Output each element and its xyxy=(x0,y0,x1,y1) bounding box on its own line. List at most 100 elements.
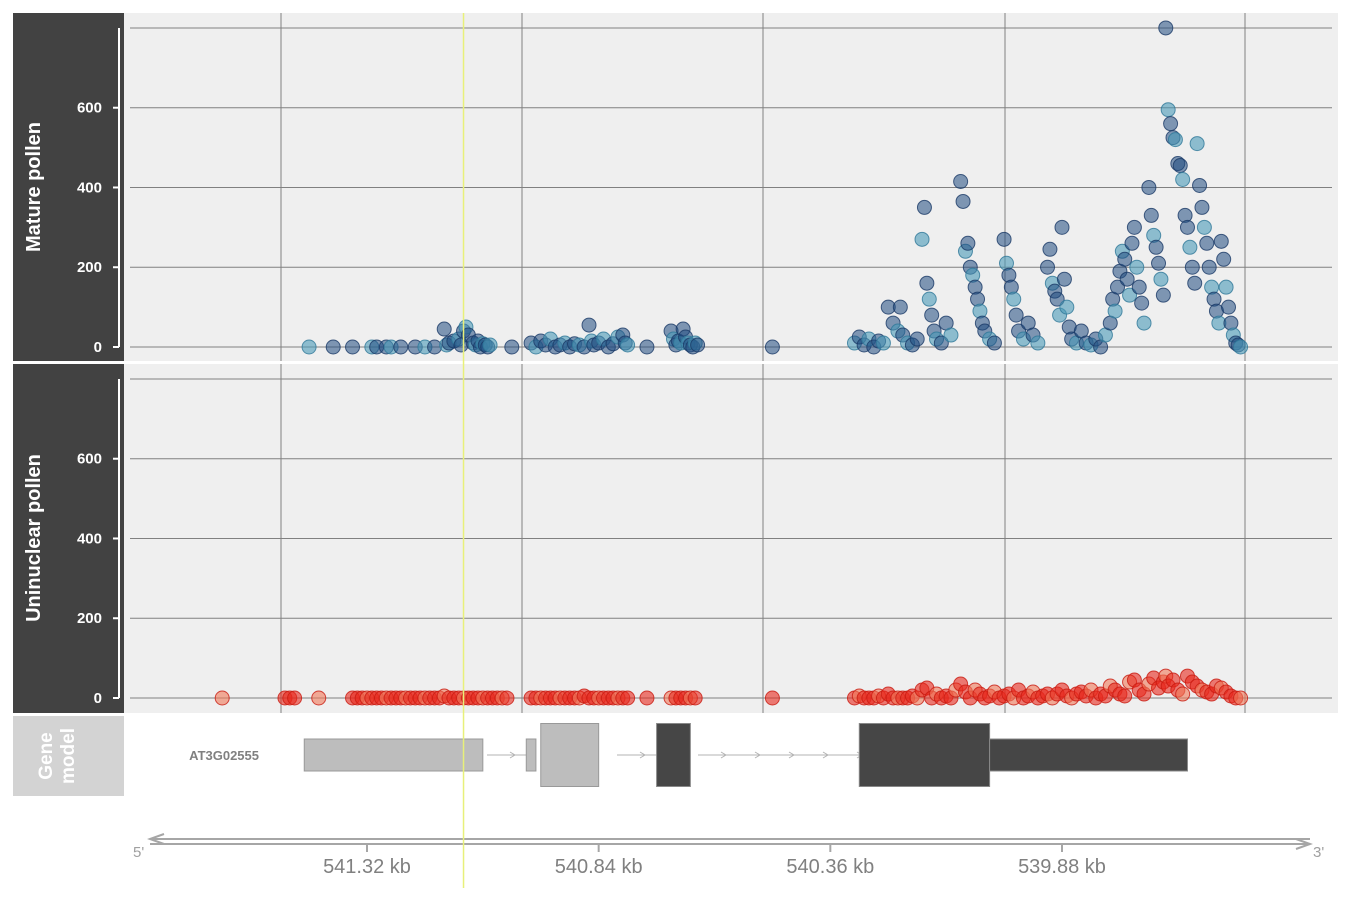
mature-pollen-point xyxy=(1163,116,1179,132)
mature-pollen-point xyxy=(1179,219,1195,235)
mature-pollen-point xyxy=(1126,219,1142,235)
mature-pollen-point xyxy=(1158,20,1174,36)
intron-arrow xyxy=(754,751,761,759)
uninuclear-pollen-point xyxy=(1175,686,1191,702)
five-prime-label: 5' xyxy=(133,844,144,861)
uninuclear-pollen-point xyxy=(311,690,327,706)
mature-pollen-point xyxy=(1194,199,1210,215)
mature-pollen-point xyxy=(1124,235,1140,251)
mature-pollen-title-panel xyxy=(13,13,124,361)
mature-pollen-point xyxy=(620,337,636,353)
y-tick-label: 0 xyxy=(94,339,102,356)
mature-pollen-point xyxy=(1196,219,1212,235)
mature-pollen-point xyxy=(986,335,1002,351)
uninuclear-pollen-point xyxy=(639,690,655,706)
mature-pollen-point xyxy=(1175,172,1191,188)
y-tick-label: 200 xyxy=(77,610,102,627)
gene-exons xyxy=(303,723,1188,787)
mature-pollen-point xyxy=(1054,219,1070,235)
mature-pollen-point xyxy=(892,299,908,315)
mature-pollen-point xyxy=(1006,291,1022,307)
y-tick-label: 400 xyxy=(77,179,102,196)
intron-arrow xyxy=(639,751,646,759)
genome-axis-left-arrowhead xyxy=(147,833,165,845)
mature-pollen-point xyxy=(960,235,976,251)
mature-pollen-point xyxy=(924,307,940,323)
mature-pollen-point xyxy=(1189,136,1205,152)
genome-axis-label: 540.36 kb xyxy=(786,856,874,878)
mature-pollen-point xyxy=(1042,241,1058,257)
mature-pollen-point xyxy=(1199,235,1215,251)
uninuclear-pollen-point xyxy=(287,690,303,706)
mature-pollen-point xyxy=(1148,239,1164,255)
noncoding-exon xyxy=(525,738,537,772)
mature-pollen-point xyxy=(953,173,969,189)
mature-pollen-point xyxy=(1110,279,1126,295)
mature-pollen-point xyxy=(1040,259,1056,275)
uninuclear-pollen-track: Uninuclear pollen 0 200 400 600 xyxy=(13,364,1338,713)
uninuclear-pollen-point xyxy=(764,690,780,706)
mature-pollen-point xyxy=(1184,259,1200,275)
three-prime-label: 3' xyxy=(1313,844,1324,861)
mature-pollen-point xyxy=(393,339,409,355)
genome-axis-ticks: 541.32 kb 540.84 kb 540.36 kb 539.88 kb xyxy=(323,844,1106,878)
uninuclear-pollen-point xyxy=(620,690,636,706)
mature-pollen-point xyxy=(504,339,520,355)
mature-pollen-point xyxy=(1136,315,1152,331)
mature-pollen-y-ticks: 0 200 400 600 xyxy=(77,100,119,356)
mature-pollen-point xyxy=(1187,275,1203,291)
gene-model-title-line2: model xyxy=(58,728,79,784)
mature-pollen-point xyxy=(325,339,341,355)
y-tick-label: 600 xyxy=(77,100,102,117)
y-tick-label: 400 xyxy=(77,530,102,547)
mature-pollen-point xyxy=(1221,299,1237,315)
mature-pollen-point xyxy=(1030,335,1046,351)
mature-pollen-point xyxy=(1119,271,1135,287)
mature-pollen-point xyxy=(1160,102,1176,118)
mature-pollen-point xyxy=(1201,259,1217,275)
mature-pollen-point xyxy=(1049,291,1065,307)
mature-pollen-point xyxy=(581,317,597,333)
mature-pollen-point xyxy=(1213,233,1229,249)
genome-axis-right-arrowhead xyxy=(1295,838,1313,850)
y-tick-label: 600 xyxy=(77,451,102,468)
mature-pollen-point xyxy=(1122,287,1138,303)
mature-pollen-point xyxy=(1153,271,1169,287)
mature-pollen-point xyxy=(1008,307,1024,323)
intron-arrow xyxy=(509,751,516,759)
mature-pollen-point xyxy=(875,335,891,351)
gene-model-title-panel xyxy=(13,716,124,796)
genome-axis: 5' 3' 541.32 kb 540.84 kb 540.36 kb 539.88 … xyxy=(133,833,1324,878)
mature-pollen-title: Mature pollen xyxy=(23,122,45,252)
mature-pollen-point xyxy=(1056,271,1072,287)
intron-arrow xyxy=(788,751,795,759)
mature-pollen-point xyxy=(1134,295,1150,311)
mature-pollen-point xyxy=(1117,251,1133,267)
mature-pollen-point xyxy=(1059,299,1075,315)
mature-pollen-point xyxy=(1141,179,1157,195)
intron-arrow xyxy=(720,751,727,759)
mature-pollen-point xyxy=(1131,279,1147,295)
gene-model-title-line1: Gene xyxy=(36,732,57,780)
uninuclear-pollen-point xyxy=(1117,688,1133,704)
mature-pollen-point xyxy=(1216,251,1232,267)
mature-pollen-point xyxy=(690,337,706,353)
noncoding-exon xyxy=(303,738,484,772)
mature-pollen-point xyxy=(996,231,1012,247)
uninuclear-pollen-y-ticks: 0 200 400 600 xyxy=(77,451,119,707)
uninuclear-pollen-title: Uninuclear pollen xyxy=(23,454,45,622)
mature-pollen-point xyxy=(1233,339,1249,355)
mature-pollen-point xyxy=(1151,255,1167,271)
coding-exon xyxy=(656,723,691,787)
mature-pollen-point xyxy=(764,339,780,355)
mature-pollen-point xyxy=(943,327,959,343)
uninuclear-pollen-point xyxy=(499,690,515,706)
coding-exon xyxy=(858,723,991,787)
mature-pollen-point xyxy=(1172,158,1188,174)
genome-axis-label: 539.88 kb xyxy=(1018,856,1106,878)
noncoding-exon xyxy=(540,723,600,787)
mature-pollen-point xyxy=(933,335,949,351)
mature-pollen-point xyxy=(1107,303,1123,319)
uninuclear-pollen-point xyxy=(214,690,230,706)
